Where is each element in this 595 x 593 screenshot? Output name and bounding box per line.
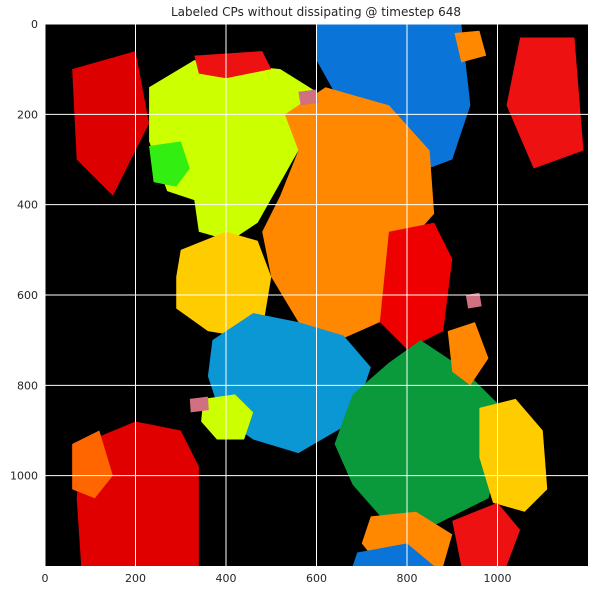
x-tick-label-800: 800 <box>397 572 418 585</box>
x-tick-label-400: 400 <box>216 572 237 585</box>
region-pink-small-3 <box>189 396 209 413</box>
region-orange-top-right <box>454 30 487 63</box>
region-red-upper-mid <box>194 51 272 79</box>
y-tick-label-200: 200 <box>17 108 38 121</box>
region-green-center-right <box>334 340 503 526</box>
region-pink-small-2 <box>465 292 482 309</box>
region-yellow-green-small <box>201 394 254 440</box>
y-tick-label-600: 600 <box>17 289 38 302</box>
region-red-bottom-right <box>452 502 521 566</box>
region-blue-bottom <box>352 543 435 566</box>
region-red-top-right-cluster <box>506 37 584 169</box>
y-tick-label-800: 800 <box>17 379 38 392</box>
region-blue-top <box>316 24 471 174</box>
x-tick-label-600: 600 <box>306 572 327 585</box>
region-red-center-right <box>379 222 453 350</box>
region-yellow-center-left <box>176 231 272 336</box>
y-tick-label-400: 400 <box>17 199 38 212</box>
region-yellow-right <box>479 398 548 512</box>
chart-title: Labeled CPs without dissipating @ timest… <box>171 5 461 19</box>
y-tick-label-1000: 1000 <box>10 470 38 483</box>
y-axis-ticks: 0 200 400 600 800 1000 <box>10 18 38 483</box>
region-orange-right-mid <box>447 322 489 386</box>
region-bright-green-small <box>149 141 190 187</box>
region-yellow-green-upper <box>149 60 317 241</box>
x-tick-label-200: 200 <box>125 572 146 585</box>
x-tick-label-1000: 1000 <box>484 572 512 585</box>
region-orange-bottom-left <box>72 430 113 499</box>
region-red-left-strip <box>72 51 150 196</box>
x-tick-label-0: 0 <box>42 572 49 585</box>
y-tick-label-0: 0 <box>31 18 38 31</box>
grid-lines <box>44 23 588 566</box>
x-axis-ticks: 0 200 400 600 800 1000 <box>42 572 512 585</box>
region-pink-small-1 <box>298 89 319 106</box>
